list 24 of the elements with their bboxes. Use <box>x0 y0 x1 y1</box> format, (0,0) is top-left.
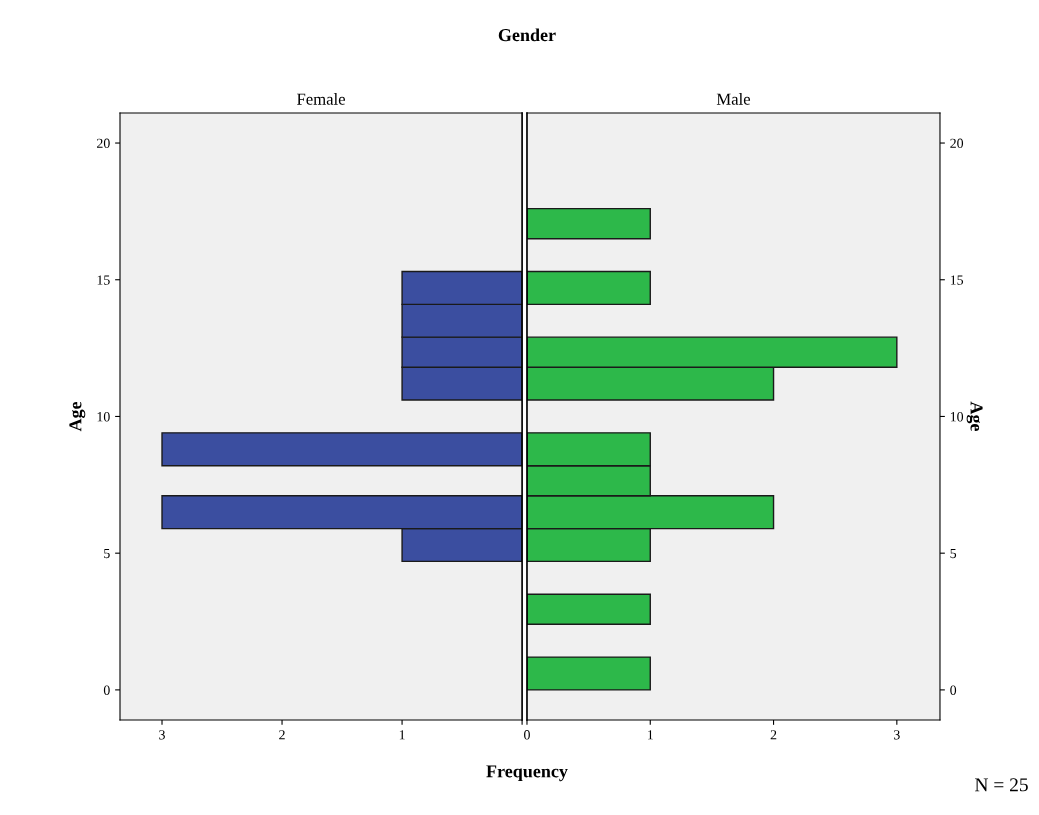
y-tick-label: 0 <box>950 685 957 695</box>
y-tick-label: 10 <box>950 412 964 422</box>
x-tick-label: 0 <box>524 730 530 740</box>
x-tick-label: 2 <box>770 730 777 740</box>
x-axis-title: Frequency <box>486 765 568 782</box>
y-axis-title: Age <box>966 401 983 432</box>
chart-title: Male <box>716 93 751 105</box>
x-tick-label: 1 <box>648 730 653 740</box>
y-tick-label: 10 <box>97 412 110 422</box>
text: Gender <box>498 28 556 42</box>
y-tick-label: 0 <box>103 685 110 695</box>
x-tick-label: 1 <box>399 730 405 740</box>
text: N = 25 <box>974 778 1028 792</box>
y-axis-title: Age <box>69 401 86 432</box>
y-tick-label: 5 <box>104 548 110 559</box>
y-tick-label: 15 <box>950 275 964 285</box>
y-tick-label: 5 <box>950 548 957 559</box>
x-tick-label: 2 <box>279 730 285 740</box>
y-tick-label: 20 <box>950 138 964 148</box>
x-tick-label: 3 <box>894 730 900 740</box>
y-tick-label: 20 <box>97 138 110 148</box>
x-tick-label: 3 <box>159 730 165 740</box>
y-tick-label: 15 <box>97 275 110 285</box>
chart-title: Female <box>297 93 345 105</box>
